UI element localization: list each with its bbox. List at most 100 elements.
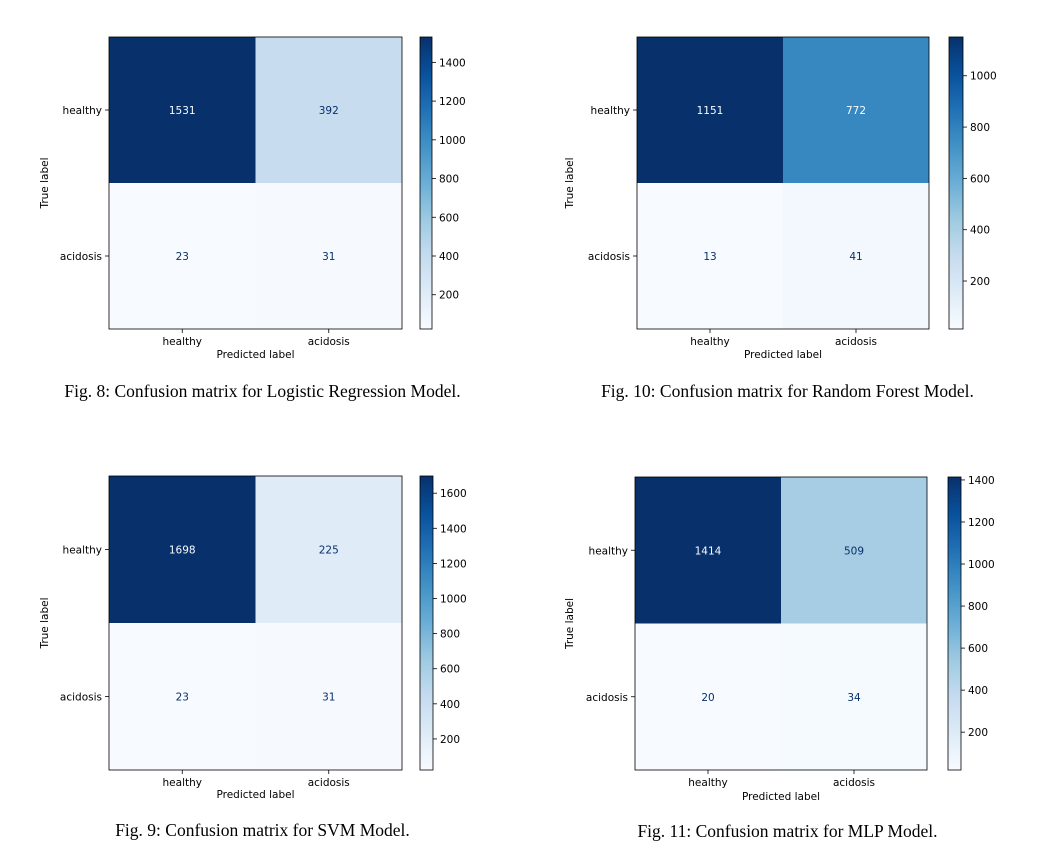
colorbar	[949, 37, 963, 329]
x-tick-label: healthy	[688, 777, 727, 789]
y-axis-label: True label	[564, 157, 576, 209]
matrix-frame	[636, 36, 930, 330]
colorbar-tick-label: 600	[439, 212, 459, 224]
cell-value-label: 13	[703, 251, 716, 263]
colorbar-tick-label: 1000	[968, 559, 995, 571]
matrix-cell	[109, 183, 256, 329]
matrix-cell	[255, 37, 402, 183]
colorbar-tick-label: 800	[440, 629, 460, 641]
matrix-cell	[255, 623, 402, 770]
matrix-cell	[781, 623, 927, 770]
cell-value-label: 1531	[169, 105, 196, 117]
y-tick-label: healthy	[63, 105, 102, 117]
colorbar-frame	[947, 476, 962, 771]
x-axis-label: Predicted label	[216, 349, 294, 361]
colorbar-tick-label: 200	[439, 290, 459, 302]
cell-value-label: 1414	[695, 545, 722, 557]
y-tick-label: acidosis	[586, 692, 628, 704]
cell-value-label: 225	[319, 545, 339, 557]
y-axis-label: True label	[39, 157, 51, 209]
matrix-cell	[635, 623, 781, 770]
colorbar	[420, 476, 433, 770]
colorbar-tick-label: 800	[439, 174, 459, 186]
y-tick-label: healthy	[63, 545, 102, 557]
confusion-matrix-chart: 1151 772 13 41 healthy acidosis healthy acidosi…	[564, 36, 997, 361]
cell-value-label: 31	[322, 692, 335, 704]
figure-10-panel: 1151 772 13 41 healthy acidosis healthy acidosi…	[525, 0, 1050, 431]
x-tick-label: acidosis	[835, 336, 877, 348]
colorbar-tick-label: 600	[968, 643, 988, 655]
colorbar-tick-label: 400	[440, 699, 460, 711]
figure-8-panel: 1531 392 23 31 healthy acidosis healthy acidosi…	[0, 0, 525, 431]
figure-caption: Fig. 11: Confusion matrix for MLP Model.	[637, 821, 938, 841]
colorbar-tick-label: 800	[970, 122, 990, 134]
y-tick-label: acidosis	[588, 251, 630, 263]
colorbar-tick-label: 400	[439, 251, 459, 263]
matrix-cell	[637, 37, 783, 183]
matrix-cell	[781, 477, 927, 624]
colorbar-tick-label: 200	[970, 276, 990, 288]
figure-caption: Fig. 8: Confusion matrix for Logistic Re…	[64, 381, 461, 401]
colorbar-tick-label: 1200	[439, 96, 466, 108]
matrix-cell	[109, 476, 256, 623]
colorbar-tick-label: 600	[440, 664, 460, 676]
cell-value-label: 31	[322, 251, 335, 263]
matrix-cell	[109, 37, 256, 183]
figure-9-panel: 1698 225 23 31 healthy acidosis healthy acidosi…	[0, 431, 525, 862]
colorbar-frame	[419, 475, 434, 771]
cell-value-label: 23	[176, 251, 189, 263]
figure-caption: Fig. 9: Confusion matrix for SVM Model.	[115, 820, 410, 840]
cell-value-label: 41	[849, 251, 862, 263]
x-axis-label: Predicted label	[216, 789, 294, 801]
colorbar	[948, 477, 961, 770]
y-tick-label: acidosis	[60, 251, 102, 263]
matrix-frame	[108, 475, 403, 771]
cell-value-label: 23	[176, 692, 189, 704]
cell-value-label: 20	[701, 692, 714, 704]
cell-value-label: 1151	[697, 105, 724, 117]
colorbar-tick-label: 1600	[440, 488, 467, 500]
colorbar-frame	[419, 36, 433, 330]
matrix-cell	[635, 477, 781, 624]
matrix-frame	[108, 36, 403, 330]
x-tick-label: acidosis	[833, 777, 875, 789]
colorbar-tick-label: 1400	[440, 523, 467, 535]
cell-value-label: 772	[846, 105, 866, 117]
matrix-cell	[783, 183, 929, 329]
x-axis-label: Predicted label	[744, 349, 822, 361]
confusion-matrix-chart: 1414 509 20 34 healthy acidosis healthy acidosi…	[564, 475, 995, 803]
cell-value-label: 34	[847, 692, 861, 704]
colorbar-tick-label: 1000	[970, 71, 997, 83]
figure-caption: Fig. 10: Confusion matrix for Random For…	[601, 381, 974, 401]
x-tick-label: acidosis	[308, 777, 350, 789]
y-tick-label: healthy	[589, 545, 628, 557]
matrix-frame	[634, 476, 928, 771]
colorbar-tick-label: 600	[970, 173, 990, 185]
matrix-cell	[109, 623, 256, 770]
colorbar-tick-label: 400	[968, 685, 988, 697]
cell-value-label: 392	[319, 105, 339, 117]
colorbar-tick-label: 1000	[440, 594, 467, 606]
x-tick-label: healthy	[163, 777, 202, 789]
colorbar-tick-label: 1400	[439, 57, 466, 69]
colorbar-tick-label: 200	[440, 734, 460, 746]
matrix-cell	[783, 37, 929, 183]
matrix-cell	[637, 183, 783, 329]
y-axis-label: True label	[39, 597, 51, 649]
y-axis-label: True label	[564, 598, 576, 650]
colorbar-tick-label: 1000	[439, 135, 466, 147]
colorbar-tick-label: 200	[968, 727, 988, 739]
x-axis-label: Predicted label	[742, 791, 820, 803]
colorbar	[420, 37, 432, 329]
matrix-cell	[255, 476, 402, 623]
y-tick-label: healthy	[591, 105, 630, 117]
cell-value-label: 509	[844, 545, 864, 557]
colorbar-tick-label: 1200	[968, 517, 995, 529]
colorbar-tick-label: 800	[968, 601, 988, 613]
x-tick-label: acidosis	[308, 336, 350, 348]
matrix-cell	[255, 183, 402, 329]
colorbar-tick-label: 1400	[968, 475, 995, 487]
colorbar-tick-label: 400	[970, 225, 990, 237]
colorbar-frame	[948, 36, 964, 330]
x-tick-label: healthy	[690, 336, 729, 348]
